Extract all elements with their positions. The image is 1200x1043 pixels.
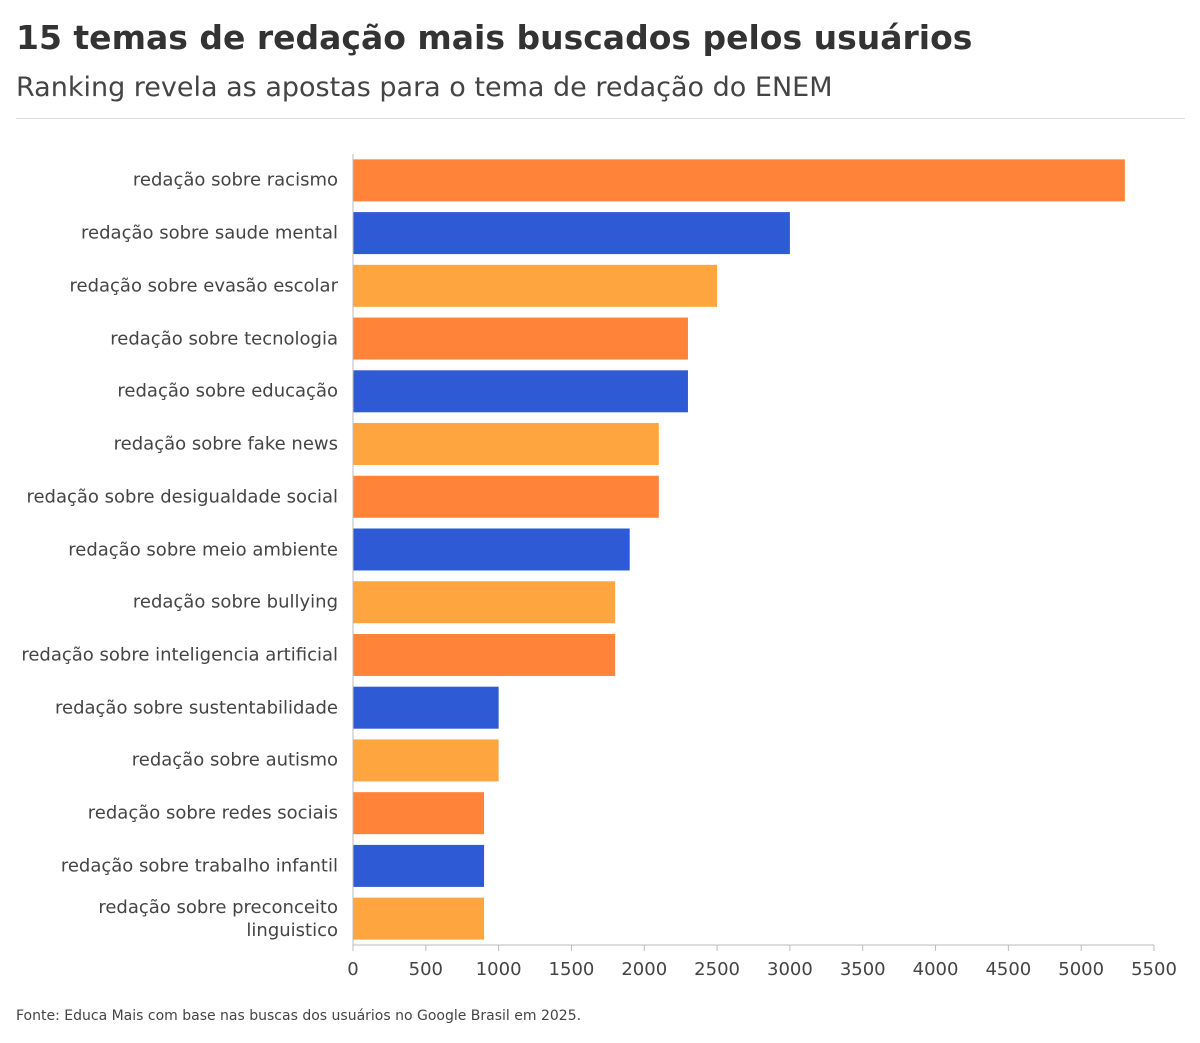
x-tick-label: 4000 (913, 959, 959, 980)
y-tick-label: redação sobre autismo (131, 749, 338, 771)
bar (353, 423, 659, 466)
bar (353, 897, 485, 940)
divider (16, 118, 1185, 119)
y-tick-label: redação sobre bullying (132, 591, 338, 613)
bar (353, 739, 499, 782)
y-tick-label: redação sobre meio ambiente (68, 539, 338, 560)
bar (353, 581, 616, 624)
title: 15 temas de redação mais buscados pelos … (16, 18, 973, 57)
y-tick-label: redação sobre redes sociais (87, 802, 338, 824)
subtitle: Ranking revela as apostas para o tema de… (16, 72, 833, 103)
source: Fonte: Educa Mais com base nas buscas do… (16, 1008, 582, 1024)
x-tick-label: 1000 (476, 959, 522, 980)
x-tick-label: 2500 (694, 959, 740, 980)
y-tick-label: redação sobre fake news (113, 433, 338, 455)
x-tick-label: 500 (409, 959, 443, 980)
x-tick-label: 1500 (549, 959, 595, 980)
y-tick-label: redação sobre educação (117, 380, 338, 402)
bar (353, 212, 790, 255)
bar (353, 792, 485, 835)
y-tick-label: redação sobre preconceito linguistico (98, 896, 338, 941)
y-tick-label: redação sobre evasão escolar (69, 275, 338, 297)
x-tick-label: 5000 (1058, 959, 1104, 980)
bar (353, 686, 499, 729)
x-tick-label: 4500 (985, 959, 1031, 980)
y-tick-label: redação sobre trabalho infantil (60, 855, 338, 877)
x-tick-label: 3500 (840, 959, 886, 980)
y-tick-label: redação sobre saude mental (81, 222, 338, 244)
y-tick-label: redação sobre racismo (132, 169, 338, 191)
x-tick-label: 0 (347, 959, 358, 980)
y-tick-label: redação sobre inteligencia artificial (21, 644, 338, 666)
bar (353, 844, 485, 887)
bar (353, 475, 659, 518)
bar (353, 633, 616, 676)
bar (353, 370, 688, 413)
x-tick-label: 3000 (767, 959, 813, 980)
bar (353, 159, 1125, 202)
bar (353, 264, 718, 307)
x-tick-label: 5500 (1131, 959, 1177, 980)
bar (353, 528, 630, 571)
y-tick-label: redação sobre tecnologia (110, 328, 338, 350)
x-tick-label: 2000 (621, 959, 667, 980)
bar (353, 317, 688, 360)
y-tick-label: redação sobre sustentabilidade (55, 697, 338, 719)
y-tick-label: redação sobre desigualdade social (26, 486, 338, 508)
